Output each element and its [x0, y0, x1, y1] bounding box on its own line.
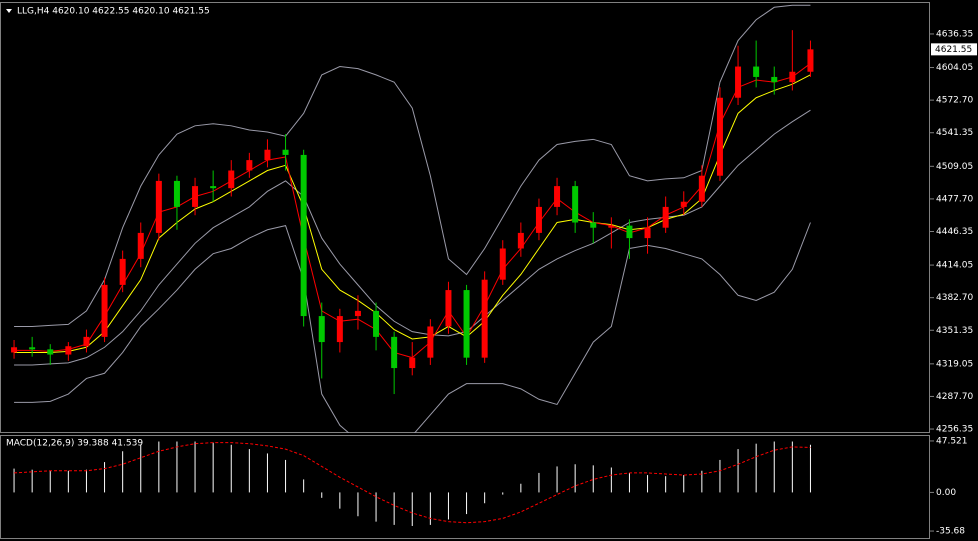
y-tick-label: 4351.35: [936, 326, 973, 336]
candle-body: [409, 357, 416, 369]
price-plot: [11, 4, 814, 433]
y-tick-label: 4477.70: [936, 194, 973, 204]
candle-body: [246, 160, 253, 171]
candle-body: [626, 225, 633, 239]
last-price: 4621.55: [935, 45, 972, 55]
candle-body: [391, 336, 398, 369]
candle-body: [753, 66, 760, 77]
candle-body: [535, 206, 542, 233]
candle-body: [644, 227, 651, 239]
indicator-line: [14, 109, 811, 366]
candle-body: [481, 279, 488, 358]
macd-pane: [0, 435, 930, 539]
candle-body: [119, 258, 126, 285]
y-tick-label: 4256.35: [936, 425, 973, 435]
y-tick-label: 4414.05: [936, 261, 973, 271]
y-tick-label: 4541.35: [936, 128, 973, 138]
y-tick-label: 4287.70: [936, 392, 973, 402]
macd-plot: [13, 441, 811, 526]
candle-body: [354, 310, 361, 317]
candle-body: [65, 346, 72, 355]
candle-body: [735, 66, 742, 98]
candle-body: [771, 76, 778, 83]
y-tick-label: 0.00: [936, 488, 956, 498]
y-tick-label: 4382.70: [936, 293, 973, 303]
candle-body: [445, 290, 452, 327]
indicator-line: [14, 74, 811, 353]
candle-body: [698, 175, 705, 202]
indicator-line: [14, 222, 811, 433]
candle-body: [192, 186, 199, 207]
price-axis: 4636.35 4604.05 4572.70 4541.35 4509.05 4477.…: [930, 29, 977, 537]
menu-arrow[interactable]: [6, 9, 12, 13]
macd-title: MACD(12,26,9) 39.388 41.539: [6, 439, 143, 449]
candle-body: [318, 316, 325, 343]
candle-body: [608, 225, 615, 228]
candle-body: [173, 180, 180, 207]
candle-body: [11, 347, 18, 353]
candle-body: [101, 284, 108, 337]
candle-body: [228, 170, 235, 189]
signal-line: [14, 442, 811, 524]
candle-body: [662, 206, 669, 228]
indicator-line: [14, 4, 811, 327]
candle-body: [554, 186, 561, 207]
y-tick-label: 4636.35: [936, 29, 973, 39]
last-price-box: [931, 43, 977, 56]
candle-body: [264, 149, 271, 161]
candle-body: [373, 310, 380, 337]
candle-body: [716, 97, 723, 176]
chart-title: LLG,H4 4620.10 4622.55 4620.10 4621.55: [17, 7, 210, 17]
candle-body: [47, 349, 54, 355]
candle-body: [210, 186, 217, 189]
y-tick-label: 47.521: [936, 436, 968, 446]
y-tick-label: -35.68: [936, 527, 965, 537]
candle-body: [789, 71, 796, 83]
candle-body: [590, 222, 597, 228]
candle-body: [517, 232, 524, 249]
candle-body: [336, 316, 343, 343]
candle-body: [680, 201, 687, 207]
y-tick-label: 4572.70: [936, 96, 973, 106]
candle-body: [807, 49, 814, 72]
candle-body: [282, 149, 289, 155]
y-tick-label: 4446.35: [936, 227, 973, 237]
y-tick-label: 4319.05: [936, 359, 973, 369]
candle-body: [572, 186, 579, 223]
candle-body: [499, 248, 506, 280]
y-tick-label: 4604.05: [936, 63, 973, 73]
main-pane: [0, 2, 930, 433]
candle-body: [300, 154, 307, 317]
y-tick-label: 4509.05: [936, 162, 973, 172]
candle-body: [29, 347, 36, 350]
candle-body: [83, 336, 90, 347]
candle-body: [427, 326, 434, 358]
candle-body: [463, 290, 470, 358]
candle-body: [137, 232, 144, 259]
candle-body: [155, 180, 162, 233]
